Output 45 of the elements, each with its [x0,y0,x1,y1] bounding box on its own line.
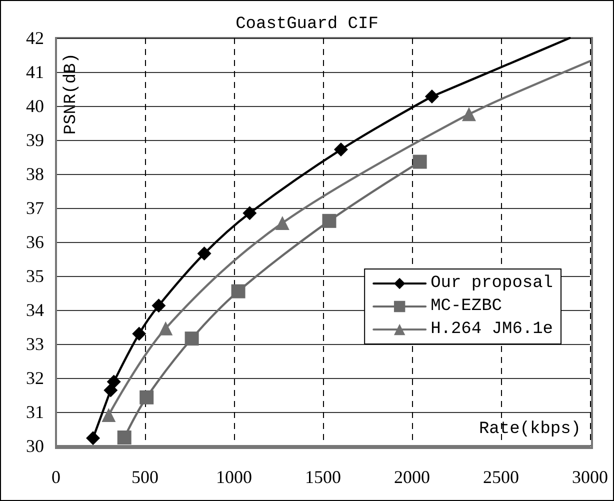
point [275,216,290,230]
point [462,107,476,122]
y-tick-label: 31 [26,402,44,422]
point [140,390,154,404]
y-tick-label: 33 [26,334,44,354]
point [412,154,427,169]
point [184,332,199,346]
x-tick-label: 500 [132,467,158,487]
x-tick-label: 1000 [216,467,252,487]
point [104,383,118,398]
y-tick-label: 34 [26,300,44,320]
legend-label: Our proposal [430,274,553,293]
point [334,142,348,157]
point [158,321,173,336]
y-tick-label: 42 [26,28,44,48]
y-tick-label: 37 [26,198,44,218]
y-tick-label: 30 [26,436,44,456]
legend-label: H.264 JM6.1e [430,320,553,339]
point [102,408,116,422]
y-tick-label: 35 [26,266,44,286]
y-tick-label: 36 [26,232,44,252]
point [322,214,336,228]
y-tick-label: 39 [26,130,44,150]
point [152,298,166,313]
x-tick-label: 3000 [572,467,608,487]
y-tick-label: 32 [26,368,44,388]
y-tick-label: 40 [26,96,44,116]
x-tick-label: 1500 [305,467,341,487]
x-tick-label: 2500 [483,467,519,487]
point [117,430,132,444]
point [197,246,212,261]
point [132,326,146,341]
x-tick-label: 0 [52,467,60,487]
y-axis-title: PSNR(dB) [62,53,81,135]
legend-label: MC-EZBC [430,297,502,316]
x-tick-label: 2000 [394,467,430,487]
point [86,431,100,446]
point [424,89,439,104]
point [242,206,257,220]
y-tick-label: 41 [26,62,44,82]
x-axis-title: Rate(kbps) [478,420,582,439]
point [231,284,246,298]
point [106,374,121,389]
y-tick-label: 38 [26,164,44,184]
chart-title: CoastGuard CIF [236,15,378,34]
